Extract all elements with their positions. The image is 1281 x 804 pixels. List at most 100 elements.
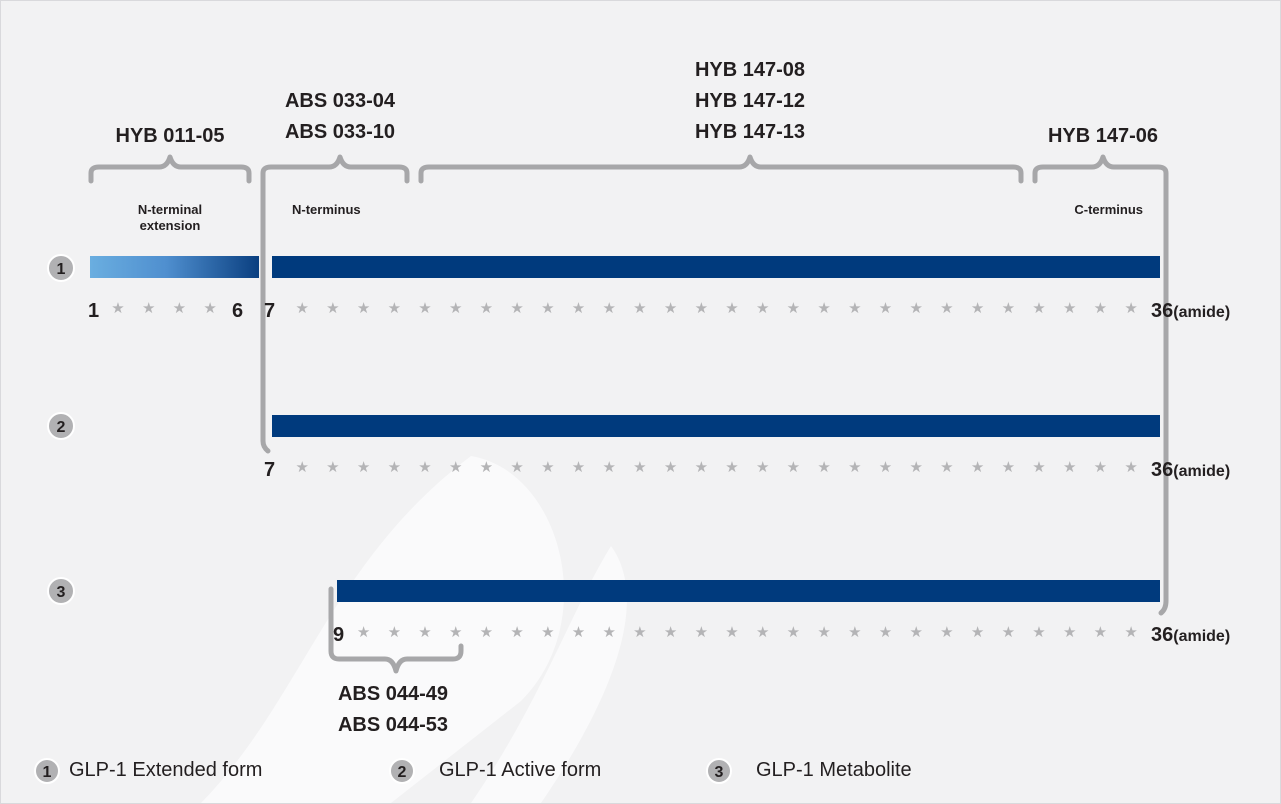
residue-star-row-2: ★ <box>602 458 615 476</box>
residue-star-row-2: ★ <box>1032 458 1045 476</box>
row-3-start-label: 9 <box>333 624 344 646</box>
legend-badge-1 <box>34 758 60 784</box>
residue-star-row-1: ★ <box>909 299 922 317</box>
residue-star-row-3: ★ <box>817 623 830 641</box>
legend-label-2: GLP-1 Active form <box>439 759 601 781</box>
residue-star-row-2: ★ <box>879 458 892 476</box>
residue-star-row-2: ★ <box>817 458 830 476</box>
region-n-terminal-extension-line2: extension <box>140 218 201 233</box>
brace-hyb-147-06 <box>1032 154 1169 184</box>
residue-star-row-2: ★ <box>480 458 493 476</box>
row-badge-2: 2 <box>47 412 75 440</box>
residue-star-row-1: ★ <box>756 299 769 317</box>
residue-star-row-1: ★ <box>480 299 493 317</box>
residue-star-row-3: ★ <box>664 623 677 641</box>
row-1-core-start-label: 7 <box>264 300 275 322</box>
residue-star-row-2: ★ <box>418 458 431 476</box>
residue-star-row-3: ★ <box>1032 623 1045 641</box>
residue-star-row-1: ★ <box>664 299 677 317</box>
residue-star-row-2: ★ <box>357 458 370 476</box>
legend-label-3: GLP-1 Metabolite <box>756 759 912 781</box>
residue-star-row-3: ★ <box>879 623 892 641</box>
residue-star-row-1: ★ <box>725 299 738 317</box>
label-hyb-147-13: HYB 147-13 <box>695 121 805 143</box>
residue-star-row-2: ★ <box>756 458 769 476</box>
residue-stars-row-2: ★ ★ ★ ★ ★ ★ ★ ★ ★ ★ ★ ★ ★ ★ ★ ★ ★ ★ ★ ★ ★ ★ ★ ★ ★ ★ ★ ★ <box>295 458 1137 476</box>
legend-badge-3 <box>706 758 732 784</box>
row-badge-1-circle <box>47 254 75 282</box>
residue-star-row-2: ★ <box>787 458 800 476</box>
residue-star-row-3: ★ <box>541 623 554 641</box>
residue-star-row-2: ★ <box>725 458 738 476</box>
residue-star-row-1: ★ <box>173 299 186 317</box>
background-swoosh-2 <box>471 546 627 803</box>
row-1-start-label: 1 <box>88 300 99 322</box>
residue-star-row-2: ★ <box>848 458 861 476</box>
label-hyb-147-06: HYB 147-06 <box>1048 125 1158 147</box>
row-1-suffix: (amide) <box>1173 304 1230 321</box>
residue-star-row-1: ★ <box>1124 299 1137 317</box>
row-badge-3-circle <box>47 577 75 605</box>
residue-star-row-3: ★ <box>787 623 800 641</box>
residue-star-row-3: ★ <box>695 623 708 641</box>
residue-star-row-2: ★ <box>1002 458 1015 476</box>
label-abs-033-10: ABS 033-10 <box>285 121 395 143</box>
residue-star-row-3: ★ <box>480 623 493 641</box>
residue-star-row-1: ★ <box>111 299 124 317</box>
residue-star-row-3: ★ <box>633 623 646 641</box>
residue-star-row-1: ★ <box>695 299 708 317</box>
residue-stars-row-3: ★ ★ ★ ★ ★ ★ ★ ★ ★ ★ ★ ★ ★ ★ ★ ★ ★ ★ ★ ★ ★ ★ ★ ★ ★ ★ <box>357 623 1138 641</box>
residue-stars-row-1: ★ ★ ★ ★ ★ ★ ★ ★ ★ ★ ★ ★ ★ ★ ★ ★ ★ ★ ★ ★ ★ ★ ★ ★ ★ ★ ★ ★ ★ ★ ★ ★ <box>111 299 1138 317</box>
connector-right <box>1158 178 1169 616</box>
legend-item-2: 2 GLP-1 Active form <box>389 758 601 784</box>
residue-star-row-3: ★ <box>510 623 523 641</box>
bar-form-3 <box>337 580 1160 602</box>
row-badge-2-circle <box>47 412 75 440</box>
residue-star-row-1: ★ <box>203 299 216 317</box>
residue-star-row-2: ★ <box>572 458 585 476</box>
residue-star-row-1: ★ <box>848 299 861 317</box>
row-2-start-label: 7 <box>264 459 275 481</box>
residue-star-row-3: ★ <box>602 623 615 641</box>
residue-star-row-1: ★ <box>1063 299 1076 317</box>
residue-star-row-3: ★ <box>1063 623 1076 641</box>
background-swoosh <box>201 456 565 803</box>
bar-form-1 <box>272 256 1160 278</box>
label-hyb-147-08: HYB 147-08 <box>695 59 805 81</box>
residue-star-row-1: ★ <box>510 299 523 317</box>
row-badge-1: 1 <box>47 254 75 282</box>
residue-star-row-1: ★ <box>295 299 308 317</box>
residue-star-row-3: ★ <box>388 623 401 641</box>
residue-star-row-1: ★ <box>357 299 370 317</box>
region-n-terminal-extension-line1: N-terminal <box>138 202 202 217</box>
residue-star-row-2: ★ <box>388 458 401 476</box>
residue-star-row-2: ★ <box>1124 458 1137 476</box>
row-3-end-number: 36 <box>1151 624 1173 646</box>
row-1-end-label: 36(amide) <box>1151 300 1230 322</box>
brace-hyb-011 <box>88 154 252 184</box>
legend-item-1: 1 GLP-1 Extended form <box>34 758 262 784</box>
legend-badge-1-text: 1 <box>43 764 52 781</box>
residue-star-row-2: ★ <box>695 458 708 476</box>
legend-label-1: GLP-1 Extended form <box>69 759 262 781</box>
residue-star-row-1: ★ <box>602 299 615 317</box>
legend-badge-2 <box>389 758 415 784</box>
region-n-terminus: N-terminus <box>292 202 361 217</box>
residue-star-row-1: ★ <box>940 299 953 317</box>
label-hyb-011-05: HYB 011-05 <box>116 125 225 147</box>
residue-star-row-3: ★ <box>848 623 861 641</box>
residue-star-row-3: ★ <box>1094 623 1107 641</box>
row-1-end-number: 36 <box>1151 300 1173 322</box>
residue-star-row-3: ★ <box>971 623 984 641</box>
row-3-suffix: (amide) <box>1173 628 1230 645</box>
brace-hyb-147-mid <box>418 154 1024 184</box>
residue-star-row-3: ★ <box>572 623 585 641</box>
residue-star-row-1: ★ <box>142 299 155 317</box>
residue-star-row-1: ★ <box>418 299 431 317</box>
brace-abs-044 <box>328 586 464 674</box>
residue-star-row-2: ★ <box>971 458 984 476</box>
connector-left <box>260 178 271 454</box>
brace-abs-033 <box>260 154 410 184</box>
residue-star-row-3: ★ <box>1124 623 1137 641</box>
